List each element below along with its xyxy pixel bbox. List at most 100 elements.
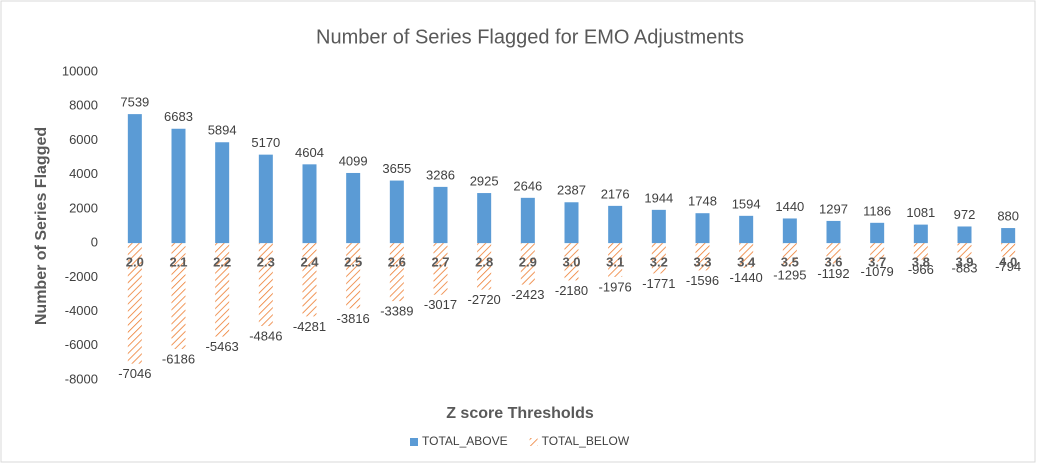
data-label: -883 [951,261,977,276]
data-label: 1594 [732,196,761,211]
y-tick-label: 10000 [62,63,98,78]
data-label: 3286 [426,167,455,182]
x-tick-label: 2.7 [431,255,449,270]
bar [608,205,623,244]
data-label: 3655 [382,161,411,176]
data-label: -1440 [730,270,763,285]
data-label: 5894 [208,123,237,138]
bar [651,243,666,274]
y-tick-label: 6000 [69,132,98,147]
x-tick-label: 3.4 [737,255,756,270]
x-tick-label: 3.8 [912,255,930,270]
bar [477,193,492,244]
bar [215,142,230,244]
data-label: 2387 [557,183,586,198]
bar [782,218,797,244]
bar [127,114,142,244]
data-label: -1596 [686,273,719,288]
bar [520,243,535,285]
x-tick-label: 3.9 [955,255,973,270]
bar [651,209,666,244]
bar [302,243,317,317]
data-label: -1295 [773,268,806,283]
data-label: 972 [954,207,976,222]
data-label: -966 [908,262,934,277]
y-tick-label: 0 [91,235,98,250]
y-tick-label: 8000 [69,98,98,113]
data-label: 1186 [863,203,891,218]
bar [870,243,885,262]
bar [258,243,273,327]
bar [695,213,710,244]
x-tick-label: 3.7 [868,255,886,270]
y-tick-label: 2000 [69,200,98,215]
data-label: -3017 [424,297,457,312]
x-tick-label: 3.6 [824,255,842,270]
x-tick-label: 3.0 [562,255,580,270]
chart-title: Number of Series Flagged for EMO Adjustm… [316,26,744,48]
data-label: 5170 [251,135,280,150]
legend-swatch [410,438,418,446]
data-label: -2180 [555,283,588,298]
data-label: 1944 [644,190,673,205]
data-label: -3389 [380,304,413,319]
x-tick-label: 2.4 [300,255,319,270]
bar [913,224,928,244]
data-label: 6683 [164,109,193,124]
bar [564,202,579,244]
x-tick-label: 2.5 [344,255,362,270]
data-label: 2176 [601,186,630,201]
bar [302,164,317,244]
data-label: 2646 [513,178,542,193]
x-tick-label: 3.1 [606,255,624,270]
data-label: -1976 [599,279,632,294]
legend-swatch [529,438,538,446]
y-tick-label: -6000 [65,337,98,352]
x-tick-label: 2.2 [213,255,231,270]
data-label: 1748 [688,194,717,209]
bar [171,128,186,244]
x-tick-label: 2.9 [519,255,537,270]
bar [1001,243,1016,257]
bar [913,243,928,260]
legend-label: TOTAL_ABOVE [422,434,508,448]
data-label: -2423 [511,287,544,302]
bar [695,243,710,271]
data-label: -1079 [861,264,894,279]
x-tick-label: 3.3 [693,255,711,270]
data-label: 1081 [906,205,935,220]
data-label: 4099 [339,153,368,168]
x-tick-label: 2.8 [475,255,493,270]
bar [258,154,273,244]
data-label: -3816 [337,311,370,326]
x-tick-label: 3.2 [650,255,668,270]
bar [1001,228,1016,244]
bar [957,226,972,244]
bar [389,243,404,302]
bar [346,243,361,309]
data-label: 880 [997,208,1019,223]
y-axis-title: Number of Series Flagged [33,127,50,325]
bar [564,243,579,281]
bar [826,243,841,264]
y-tick-label: 4000 [69,166,98,181]
x-tick-label: 3.5 [781,255,799,270]
data-label: -1192 [817,266,849,281]
data-label: 4604 [295,145,324,160]
bar [739,243,754,268]
x-tick-label: 2.3 [257,255,275,270]
bar [870,222,885,244]
x-axis-title: Z score Thresholds [446,405,594,422]
bar [127,243,142,364]
bar [433,186,448,244]
bar [520,197,535,244]
x-tick-label: 4.0 [999,255,1017,270]
bar [389,180,404,244]
bar [739,215,754,244]
data-label: -4281 [293,319,326,334]
data-label: -794 [995,259,1021,274]
data-label: -7046 [118,366,151,381]
x-tick-label: 2.6 [388,255,406,270]
